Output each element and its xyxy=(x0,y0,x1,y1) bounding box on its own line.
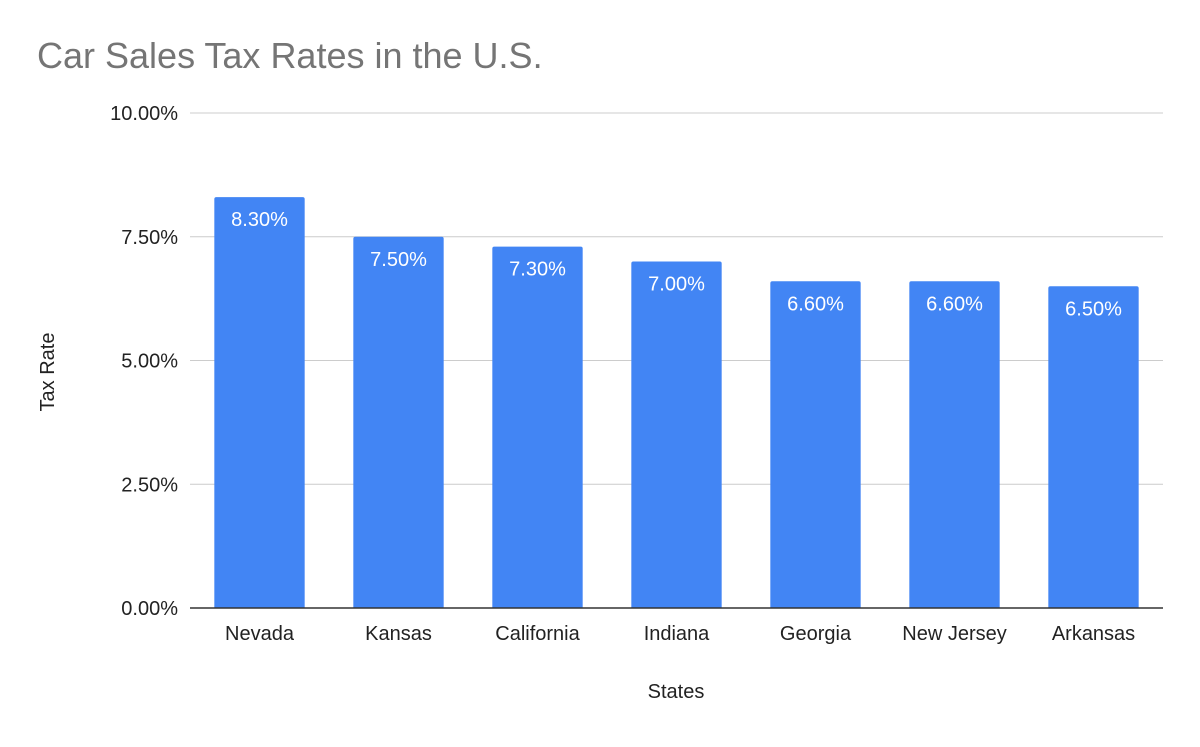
y-tick-label: 0.00% xyxy=(121,598,178,620)
y-axis-title: Tax Rate xyxy=(37,333,59,412)
bar xyxy=(353,236,444,608)
y-axis-ticks: 0.00% 2.50% 5.00% 7.50% 10.00% xyxy=(110,103,178,620)
chart-title: Car Sales Tax Rates in the U.S. xyxy=(37,35,543,76)
data-label: 7.50% xyxy=(370,249,427,271)
data-label: 6.60% xyxy=(787,293,844,315)
x-tick-label: Arkansas xyxy=(1052,623,1135,645)
bar xyxy=(909,281,1000,608)
data-label: 6.50% xyxy=(1065,298,1122,320)
x-tick-label: Georgia xyxy=(780,623,852,645)
x-tick-label: California xyxy=(495,623,580,645)
bar xyxy=(770,281,861,608)
x-tick-label: New Jersey xyxy=(902,623,1006,645)
bar xyxy=(492,246,583,608)
x-tick-label: Nevada xyxy=(225,623,295,645)
bar xyxy=(1048,286,1139,608)
y-tick-label: 7.50% xyxy=(121,227,178,249)
x-axis-ticks: Nevada Kansas California Indiana Georgia New … xyxy=(225,623,1135,645)
bar xyxy=(631,261,722,608)
x-tick-label: Kansas xyxy=(365,623,432,645)
data-label: 7.30% xyxy=(509,259,566,281)
x-axis-title: States xyxy=(648,681,705,703)
data-label: 6.60% xyxy=(926,293,983,315)
data-label: 8.30% xyxy=(231,209,288,231)
bars: 8.30% 7.50% 7.30% 7.00% 6.60% 6.60% 6.50% xyxy=(214,197,1139,608)
y-tick-label: 10.00% xyxy=(110,103,178,125)
bar xyxy=(214,197,305,608)
x-tick-label: Indiana xyxy=(644,623,710,645)
data-label: 7.00% xyxy=(648,274,705,296)
y-tick-label: 5.00% xyxy=(121,351,178,373)
y-tick-label: 2.50% xyxy=(121,474,178,496)
